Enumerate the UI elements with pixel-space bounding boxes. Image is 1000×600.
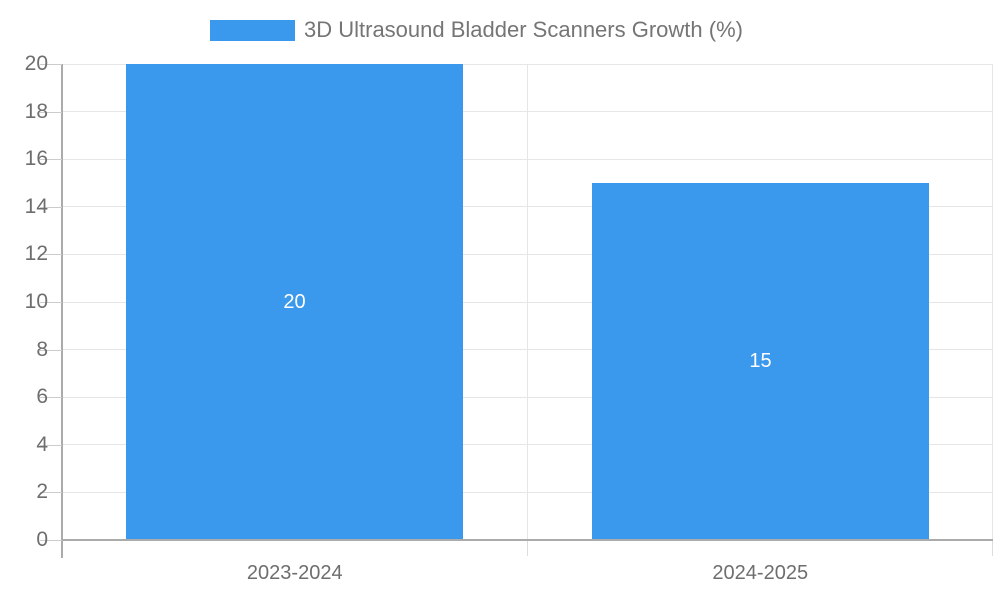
y-axis-line bbox=[61, 64, 63, 558]
legend-item[interactable]: 3D Ultrasound Bladder Scanners Growth (%… bbox=[210, 17, 743, 43]
y-axis-tick-label: 16 bbox=[24, 147, 48, 171]
y-axis-tick bbox=[40, 540, 62, 541]
gridline-vertical bbox=[527, 64, 528, 540]
y-axis-tick bbox=[40, 302, 62, 303]
legend-swatch-icon bbox=[210, 19, 295, 41]
y-axis-tick-label: 8 bbox=[36, 337, 48, 361]
bar-2023-2024[interactable]: 20 bbox=[126, 64, 463, 540]
y-axis-tick-label: 2 bbox=[36, 480, 48, 504]
y-axis-tick bbox=[40, 64, 62, 65]
bar-2024-2025[interactable]: 15 bbox=[592, 183, 929, 540]
x-axis-category-label: 2024-2025 bbox=[712, 562, 809, 584]
y-axis-tick bbox=[40, 492, 62, 494]
plot-area: 20 15 bbox=[62, 63, 993, 540]
y-axis-tick-label: 20 bbox=[24, 52, 48, 75]
y-axis-tick bbox=[40, 397, 62, 399]
y-axis-tick-label: 0 bbox=[36, 528, 48, 551]
y-axis-tick-label: 14 bbox=[24, 194, 48, 218]
y-axis-tick-label: 18 bbox=[24, 99, 48, 123]
bar-value-label: 15 bbox=[749, 350, 772, 372]
x-axis-category-label: 2023-2024 bbox=[246, 562, 343, 584]
x-axis-tick bbox=[527, 541, 528, 556]
y-axis-tick-label: 10 bbox=[24, 290, 48, 313]
y-axis-tick-label: 4 bbox=[36, 432, 48, 456]
x-axis-baseline bbox=[62, 539, 993, 541]
y-axis-tick bbox=[40, 349, 62, 351]
gridline-vertical bbox=[992, 64, 993, 540]
x-axis-tick bbox=[992, 541, 993, 556]
y-axis-tick bbox=[40, 254, 62, 256]
y-axis-tick bbox=[40, 159, 62, 161]
legend-label: 3D Ultrasound Bladder Scanners Growth (%… bbox=[304, 17, 743, 42]
y-axis-tick-label: 12 bbox=[24, 242, 48, 266]
y-axis-tick bbox=[40, 206, 62, 208]
bar-value-label: 20 bbox=[283, 290, 306, 313]
y-axis-tick bbox=[40, 444, 62, 446]
y-axis-tick bbox=[40, 111, 62, 113]
y-axis-tick-label: 6 bbox=[36, 385, 48, 409]
